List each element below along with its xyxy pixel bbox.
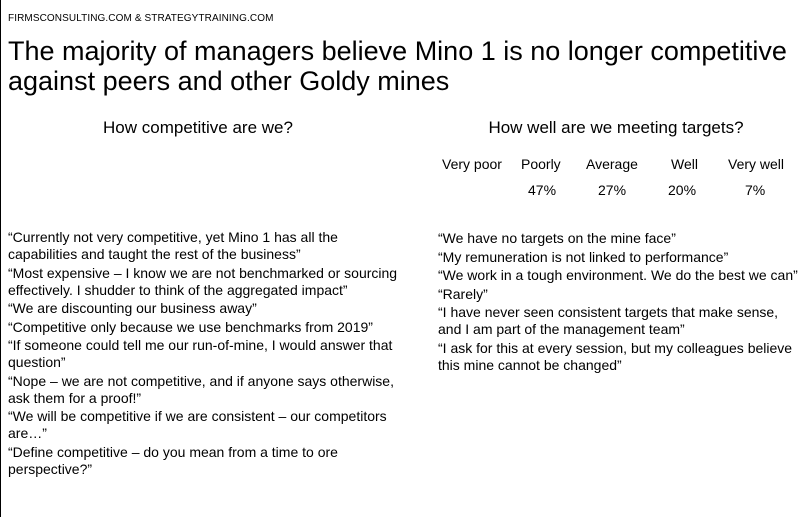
quote: “We work in a tough environment. We do t… [438,267,798,283]
quote: “If someone could tell me our run-of-min… [8,337,393,370]
rating-label: Poorly [521,156,561,172]
source-label: FIRMSCONSULTING.COM & STRATEGYTRAINING.C… [8,13,274,24]
rating-label: Well [671,156,698,172]
rating-value: 47% [528,182,557,198]
rating-label: Very well [728,156,785,172]
left-border [0,0,1,517]
quote: “We are discounting our business away” [8,300,257,316]
rating-label: Very poor [442,156,502,172]
targets-quotes: “We have no targets on the mine face” “M… [438,230,798,375]
quote: “Nope – we are not competitive, and if a… [8,372,394,406]
rating-label: Average [586,156,638,172]
rating-value: 7% [745,182,766,198]
competitiveness-quotes: “Currently not very competitive, yet Min… [8,229,408,479]
quote: “Rarely” [438,285,488,302]
rating-scale-labels: Very poor Poorly Average Well Very well [438,156,798,176]
right-column-heading: How well are we meeting targets? [488,118,744,137]
rating-value: 20% [668,182,697,198]
quote: “We have no targets on the mine face” [438,230,676,246]
rating-scale-values: 47% 27% 20% 7% [438,182,798,202]
quote: “Most expensive – I know we are not benc… [8,264,398,298]
quote: “Define competitive – do you mean from a… [8,443,338,477]
left-column-heading: How competitive are we? [103,118,293,137]
quote: “We will be competitive if we are consis… [8,408,387,441]
quote: “I ask for this at every session, but my… [438,339,793,373]
quote: “I have never seen consistent targets th… [438,304,779,337]
slide-title: The majority of managers believe Mino 1 … [8,36,787,96]
quote: “Competitive only because we use benchma… [8,318,373,335]
rating-value: 27% [598,182,627,198]
quote: “Currently not very competitive, yet Min… [8,229,338,262]
quote: “My remuneration is not linked to perfor… [438,248,729,265]
